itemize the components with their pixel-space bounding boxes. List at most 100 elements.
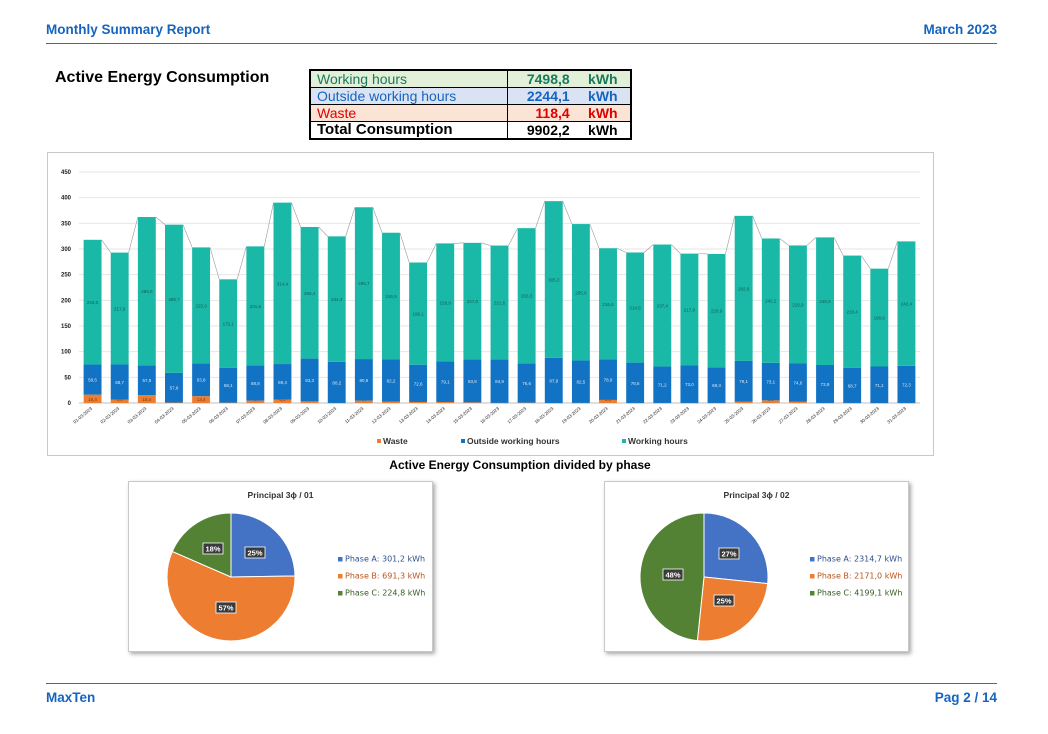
x-tick-label: 30-03-2023 [859,406,880,425]
summary-value: 9902,2 [507,121,576,139]
connector-line [616,247,627,253]
data-label: 217,9 [114,307,126,312]
x-tick-label: 08-03-2023 [262,406,283,425]
data-label: 231,6 [250,304,262,309]
bar-segment-waste [300,401,319,403]
bar-segment-outside-working-hours [653,366,672,403]
bar-segment-outside-working-hours [897,365,916,403]
bar-segment-outside-working-hours [463,359,482,403]
x-tick-label: 06-03-2023 [208,406,229,425]
x-tick-label: 22-03-2023 [642,406,663,425]
pie-slice-phase-b [166,550,296,642]
bar-segment-waste [246,400,265,403]
data-label: 68,7 [115,380,124,385]
x-tick-label: 05-03-2023 [181,406,202,425]
data-label: 84,9 [495,379,504,384]
data-label: 214,5 [630,306,642,311]
summary-label: Working hours [310,70,509,88]
data-label: 256,4 [304,291,316,296]
connector-line [887,241,898,269]
bar-segment-outside-working-hours [626,362,645,403]
data-label: 79,1 [441,380,450,385]
bar-segment-outside-working-hours [707,367,726,403]
legend-label: Phase B: 2171,0 kWh [817,572,902,581]
bar-segment-outside-working-hours [680,365,699,403]
bar-segment-outside-working-hours [490,359,509,403]
data-label: 172,1 [223,322,235,327]
bar-segment-outside-working-hours [246,365,265,401]
legend-swatch [622,439,626,443]
bar-segment-working-hours [110,252,129,365]
data-label: 87,9 [549,378,558,383]
bar-segment-working-hours [707,253,726,368]
pie-slice-phase-c [171,512,232,578]
connector-line [128,216,139,253]
connector-line [481,242,491,246]
y-tick-label: 400 [61,196,72,202]
bar-segment-outside-working-hours [761,362,780,401]
connector-line [508,228,518,246]
x-tick-label: 04-03-2023 [154,406,175,425]
bar-segment-waste [83,394,102,403]
legend-swatch [338,574,343,579]
report-period: March 2023 [923,22,997,37]
legend-label: Phase C: 224,8 kWh [345,589,425,598]
bar-segment-working-hours [300,226,319,359]
legend-swatch [461,439,465,443]
data-label: 13,4 [197,397,206,402]
data-label: 246,9 [385,294,397,299]
x-tick-label: 15-03-2023 [452,406,473,425]
x-tick-label: 02-03-2023 [99,406,120,425]
pct-label: 25% [716,597,731,606]
pct-label-box [244,546,266,559]
connector-line [345,207,356,237]
connector-line [833,237,844,256]
x-tick-label: 11-03-2023 [344,406,365,425]
bar-segment-working-hours [897,241,916,366]
connector-line [454,242,464,244]
pie-chart-01: Principal 3ϕ / 01 25% Phase A: 301,2 kWh 5… [128,481,433,652]
connector-line [399,232,410,263]
pie-title: Principal 3ϕ / 02 [723,490,790,500]
bar-segment-working-hours [626,252,645,363]
data-label: 72,3 [902,382,911,387]
data-label: 282,6 [738,286,750,291]
summary-unit: kWh [588,105,618,121]
data-label: 83,3 [305,378,314,383]
bar-segment-working-hours [192,247,211,364]
data-label: 69,4 [278,380,287,385]
bar-segment-working-hours [164,224,183,373]
y-tick-label: 300 [61,247,72,253]
bar-chart-svg: 0 50 100 150 200 250 300 350 400 450 16,4 58,5 243,0… [61,170,920,446]
bar-segment-working-hours [490,245,509,360]
bar-segment-outside-working-hours [192,363,211,397]
connector-line [643,244,654,253]
data-label: 289,0 [141,289,153,294]
data-label: 80,9 [359,378,368,383]
bar-segment-outside-working-hours [83,364,102,395]
x-tick-label: 03-03-2023 [127,406,148,425]
bar-segment-outside-working-hours [110,364,129,400]
legend-swatch [810,574,815,579]
data-label: 248,6 [819,299,831,304]
x-tick-label: 21-03-2023 [615,406,636,425]
x-tick-label: 27-03-2023 [778,406,799,425]
data-label: 82,2 [387,379,396,384]
data-label: 57,8 [170,386,179,391]
x-tick-label: 01-03-2023 [72,406,93,425]
connector-line [263,202,274,247]
bar-segment-waste [354,400,373,403]
summary-unit: kWh [588,71,618,87]
bar-segment-waste [734,401,753,403]
bar-segment-outside-working-hours [599,359,617,400]
x-tick-label: 14-03-2023 [425,406,446,425]
bar-segment-working-hours [409,262,428,365]
connector-line [752,215,763,239]
bar-segment-working-hours [273,202,292,365]
pct-label: 57% [218,604,233,613]
bar-segment-working-hours [571,224,590,361]
stacked-bar-chart: 0 50 100 150 200 250 300 350 400 450 16,4 58,5 243,0… [47,152,934,456]
summary-label: Outside working hours [310,87,509,105]
data-label: 71,2 [658,383,667,388]
pie-svg: 27% Phase A: 2314,7 kWh 25% Phase B: 2171,0… [639,512,902,642]
